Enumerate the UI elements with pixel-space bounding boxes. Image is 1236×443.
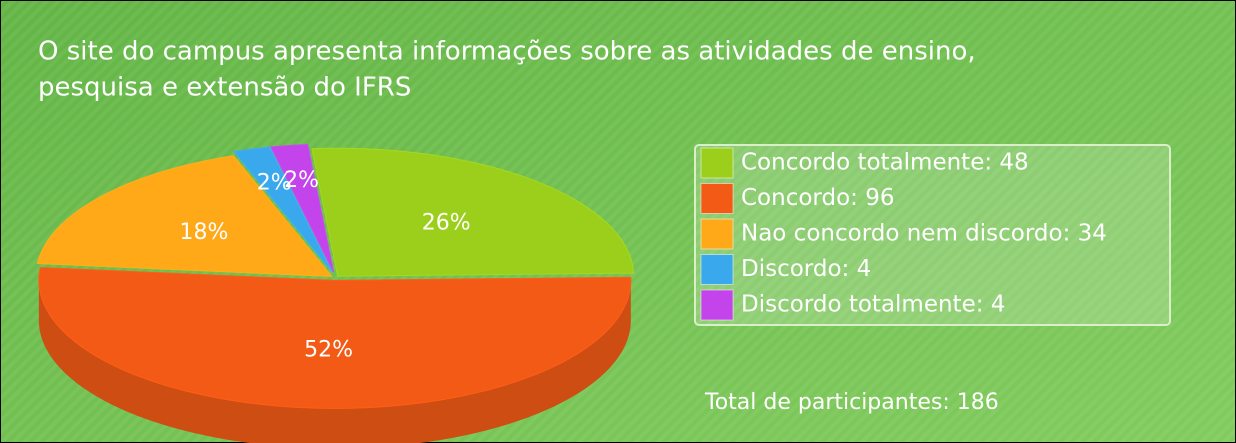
legend-label: Concordo: 96	[741, 185, 894, 211]
legend-swatch	[700, 147, 734, 179]
legend-swatch	[700, 183, 734, 214]
pie-slice-side	[38, 278, 631, 443]
data-label: 26%	[422, 211, 471, 236]
legend-swatch	[700, 289, 734, 321]
data-label: 2%	[284, 168, 319, 193]
annotation: Total de participantes: 186	[704, 390, 999, 415]
chart-title: O site do campus apresenta informações s…	[38, 37, 976, 67]
legend-label: Discordo totalmente: 4	[741, 292, 1005, 318]
legend-box	[694, 144, 1171, 326]
pie-slice	[270, 144, 334, 273]
legend-label: Nao concordo nem discordo: 34	[741, 221, 1107, 247]
legend-swatch	[700, 254, 734, 285]
legend-swatch	[700, 218, 734, 250]
legend-label: Discordo: 4	[741, 256, 871, 282]
legend-label: Concordo totalmente: 48	[741, 150, 1029, 176]
data-label: 2%	[257, 171, 292, 196]
chart-subtitle: pesquisa e extensão do IFRS	[38, 73, 411, 103]
pie-slice	[311, 147, 635, 277]
pie-slice	[36, 155, 333, 278]
pie-slice	[38, 266, 632, 409]
data-label: 18%	[179, 220, 228, 245]
data-label: 52%	[304, 338, 353, 363]
pie-slice	[233, 146, 333, 273]
